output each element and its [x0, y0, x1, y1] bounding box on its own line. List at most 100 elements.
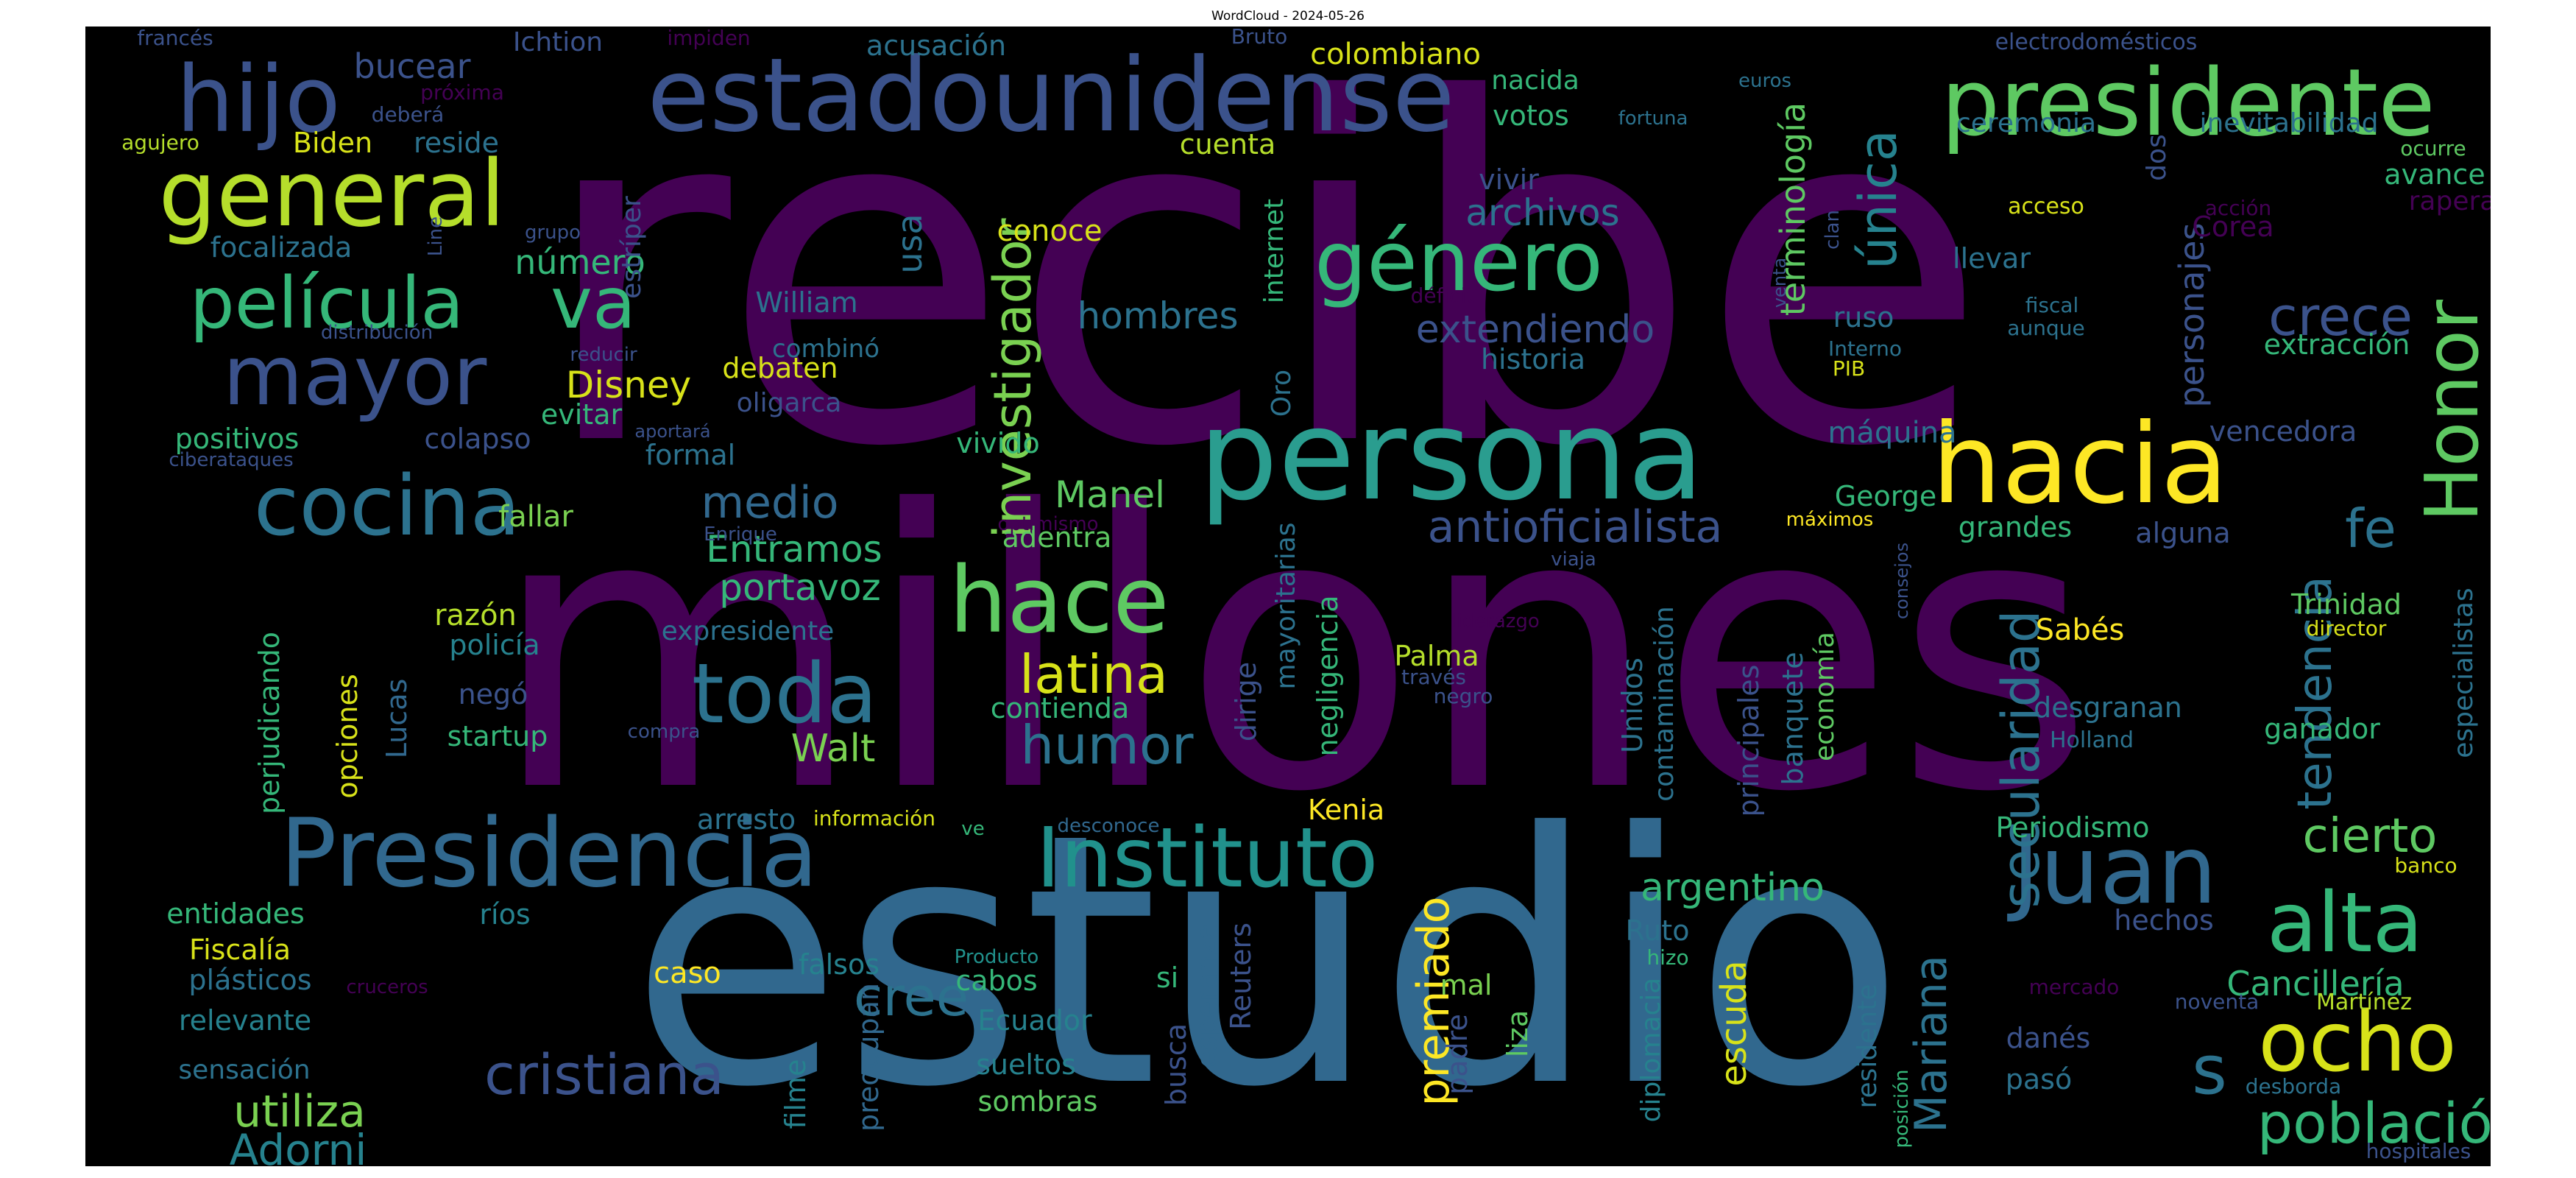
word-banco: banco [2394, 853, 2458, 878]
word-alguna: alguna [2135, 517, 2231, 549]
word-palma: Palma [1394, 640, 1479, 672]
word-pelicula: película [189, 262, 464, 345]
word-general: general [158, 141, 506, 247]
word-llevar: llevar [1953, 242, 2031, 275]
word-personajes: personajes [2172, 222, 2212, 408]
word-deficit: déficit [1410, 283, 1475, 308]
word-especialistas: especialistas [2449, 588, 2479, 758]
word-principales: principales [1733, 664, 1765, 817]
word-ichtion: Ichtion [512, 27, 604, 57]
word-reuters: Reuters [1225, 923, 1257, 1030]
word-estriper: estríper [617, 196, 647, 299]
word-accion: acción [2204, 196, 2272, 220]
word-desconoce: desconoce [1057, 815, 1160, 837]
word-kenia: Kenia [1307, 794, 1385, 826]
word-genero: género [1314, 214, 1603, 310]
word-investigador: investigador [983, 218, 1043, 539]
word-crece: crece [2268, 286, 2413, 348]
word-clan: clan [1822, 210, 1844, 250]
word-opciones: opciones [331, 674, 364, 799]
word-va: va [551, 262, 636, 345]
word-colombiano: colombiano [1310, 38, 1481, 71]
word-nego: negó [458, 678, 528, 710]
word-sensacion: sensación [178, 1055, 311, 1085]
word-viaja: viaja [1551, 549, 1596, 571]
word-formal: formal [645, 439, 736, 471]
word-fiscal: fiscal [2025, 293, 2079, 317]
word-ecuador: Ecuador [977, 1004, 1092, 1037]
word-liza: liza [1501, 1009, 1534, 1058]
word-residente: residente [1853, 984, 1883, 1109]
word-danes: danés [2006, 1022, 2091, 1054]
word-george: George [1834, 480, 1937, 512]
word-filme: filme [779, 1059, 812, 1129]
word-combino: combinó [772, 334, 880, 364]
word-startup: startup [447, 720, 548, 752]
word-manel: Manel [1054, 473, 1166, 516]
word-adorni: Adorni [229, 1125, 367, 1166]
word-disney: Disney [565, 364, 692, 406]
word-euros: euros [1738, 70, 1792, 92]
word-argentino: argentino [1641, 866, 1825, 910]
word-holland: Holland [2049, 727, 2134, 753]
word-millones: millones [490, 429, 2095, 875]
word-proxima: próxima [420, 80, 504, 105]
word-entramos: Entramos [706, 528, 882, 571]
word-extraccion: extracción [2263, 328, 2410, 361]
word-recibe: recibe [537, 27, 1989, 549]
word-distribucion: distribución [320, 322, 434, 344]
word-portavoz: portavoz [719, 566, 881, 609]
word-optimismo: optimismo [997, 513, 1099, 535]
word-ganador: ganador [2264, 713, 2380, 745]
word-economia: economía [1810, 632, 1840, 761]
word-cierto: cierto [2302, 809, 2438, 864]
word-informacion: información [813, 806, 936, 830]
word-lucas: Lucas [381, 678, 413, 759]
word-arresto: arresto [696, 803, 796, 836]
word-usa: usa [890, 214, 930, 274]
word-cuenta: cuenta [1179, 128, 1276, 161]
word-positivos: positivos [174, 423, 300, 455]
word-colapso: colapso [424, 423, 531, 455]
word-instituto: Instituto [1036, 811, 1379, 906]
word-historia: historia [1480, 343, 1586, 375]
word-dos: dos [2142, 134, 2172, 181]
word-archivos: archivos [1465, 191, 1620, 234]
word-cocina: cocina [253, 459, 521, 554]
word-latina: latina [1019, 643, 1169, 705]
word-extendiendo: extendiendo [1415, 308, 1655, 352]
word-mercado: mercado [2028, 975, 2120, 999]
word-estudio: estudio [629, 760, 1906, 1163]
word-escuda: escuda [1713, 960, 1755, 1087]
word-martinez: Martínez [2316, 990, 2412, 1015]
word-oligarca: oligarca [736, 388, 842, 418]
word-fiscalia: Fiscalía [188, 934, 291, 966]
word-presidente: presidente [1941, 49, 2435, 157]
word-reducir: reducir [570, 344, 637, 366]
word-maximos: máximos [1786, 509, 1874, 531]
word-unidos: Unidos [1616, 657, 1649, 753]
word-desborda: desborda [2245, 1074, 2342, 1098]
word-hace: hace [949, 548, 1170, 654]
word-debaten: debaten [722, 352, 838, 384]
word-expresidente: expresidente [661, 616, 835, 646]
word-persona: persona [1198, 383, 1705, 529]
word-hombres: hombres [1077, 294, 1239, 337]
word-bucear: bucear [353, 46, 471, 86]
word-votos: votos [1493, 99, 1569, 132]
word-vivido: vivido [956, 427, 1040, 459]
word-cruceros: cruceros [346, 976, 428, 998]
word-desgranan: desgranan [2034, 691, 2182, 724]
word-impiden: impiden [667, 27, 751, 50]
word-fortuna: fortuna [1618, 107, 1688, 130]
word-paso: pasó [2005, 1063, 2073, 1096]
word-humor: humor [1020, 714, 1194, 776]
word-dirige: dirige [1230, 661, 1262, 742]
word-nacida: nacida [1491, 66, 1579, 96]
word-corea: Corea [2192, 211, 2274, 243]
word-negro: negro [1433, 684, 1493, 708]
word-liderazgo: liderazgo [1451, 610, 1540, 632]
word-policia: policía [449, 629, 540, 661]
figure-title: WordCloud - 2024-05-26 [1211, 9, 1365, 24]
word-posicion: posición [1891, 1069, 1913, 1149]
